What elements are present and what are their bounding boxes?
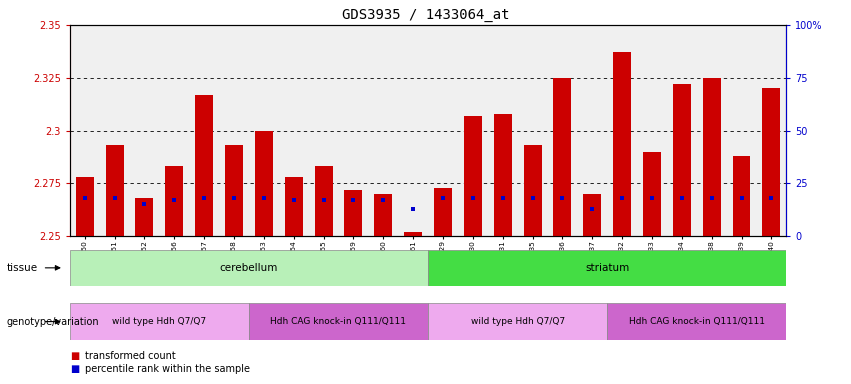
Bar xyxy=(76,177,94,236)
Bar xyxy=(494,114,511,236)
Text: Hdh CAG knock-in Q111/Q111: Hdh CAG knock-in Q111/Q111 xyxy=(271,317,407,326)
Bar xyxy=(225,145,243,236)
Point xyxy=(526,195,540,201)
Point xyxy=(406,206,420,212)
Bar xyxy=(165,166,183,236)
Text: ■: ■ xyxy=(70,364,79,374)
Bar xyxy=(255,131,273,236)
Bar xyxy=(583,194,601,236)
Bar xyxy=(643,152,661,236)
Text: wild type Hdh Q7/Q7: wild type Hdh Q7/Q7 xyxy=(112,317,207,326)
Point xyxy=(317,197,330,204)
Bar xyxy=(464,116,482,236)
Bar xyxy=(374,194,392,236)
Point xyxy=(705,195,718,201)
Bar xyxy=(285,177,303,236)
Point xyxy=(437,195,450,201)
Point xyxy=(78,195,92,201)
Point xyxy=(764,195,778,201)
Bar xyxy=(523,145,541,236)
Bar xyxy=(428,303,607,340)
Text: transformed count: transformed count xyxy=(85,351,176,361)
Bar xyxy=(553,78,571,236)
Point xyxy=(257,195,271,201)
Text: Hdh CAG knock-in Q111/Q111: Hdh CAG knock-in Q111/Q111 xyxy=(629,317,765,326)
Point xyxy=(346,197,360,204)
Point xyxy=(227,195,241,201)
Text: tissue: tissue xyxy=(7,263,38,273)
Point xyxy=(138,201,151,207)
Text: cerebellum: cerebellum xyxy=(220,263,278,273)
Bar xyxy=(315,166,333,236)
Bar xyxy=(70,250,428,286)
Text: percentile rank within the sample: percentile rank within the sample xyxy=(85,364,250,374)
Text: GDS3935 / 1433064_at: GDS3935 / 1433064_at xyxy=(342,8,509,22)
Point xyxy=(108,195,122,201)
Bar xyxy=(345,190,363,236)
Bar xyxy=(248,303,428,340)
Bar xyxy=(135,198,153,236)
Bar xyxy=(434,187,452,236)
Point xyxy=(645,195,659,201)
Point xyxy=(376,197,390,204)
Point xyxy=(197,195,211,201)
Point xyxy=(496,195,510,201)
Point xyxy=(287,197,300,204)
Text: genotype/variation: genotype/variation xyxy=(7,316,100,327)
Bar xyxy=(614,52,631,236)
Bar xyxy=(106,145,123,236)
Point xyxy=(466,195,480,201)
Bar xyxy=(195,94,213,236)
Bar xyxy=(428,250,786,286)
Bar xyxy=(404,232,422,236)
Bar xyxy=(762,88,780,236)
Point xyxy=(556,195,569,201)
Point xyxy=(585,206,599,212)
Bar xyxy=(673,84,691,236)
Text: striatum: striatum xyxy=(585,263,629,273)
Bar xyxy=(607,303,786,340)
Bar xyxy=(703,78,721,236)
Point xyxy=(168,197,181,204)
Bar xyxy=(70,303,248,340)
Point xyxy=(615,195,629,201)
Text: ■: ■ xyxy=(70,351,79,361)
Point xyxy=(675,195,688,201)
Bar xyxy=(733,156,751,236)
Point xyxy=(734,195,748,201)
Text: wild type Hdh Q7/Q7: wild type Hdh Q7/Q7 xyxy=(471,317,565,326)
